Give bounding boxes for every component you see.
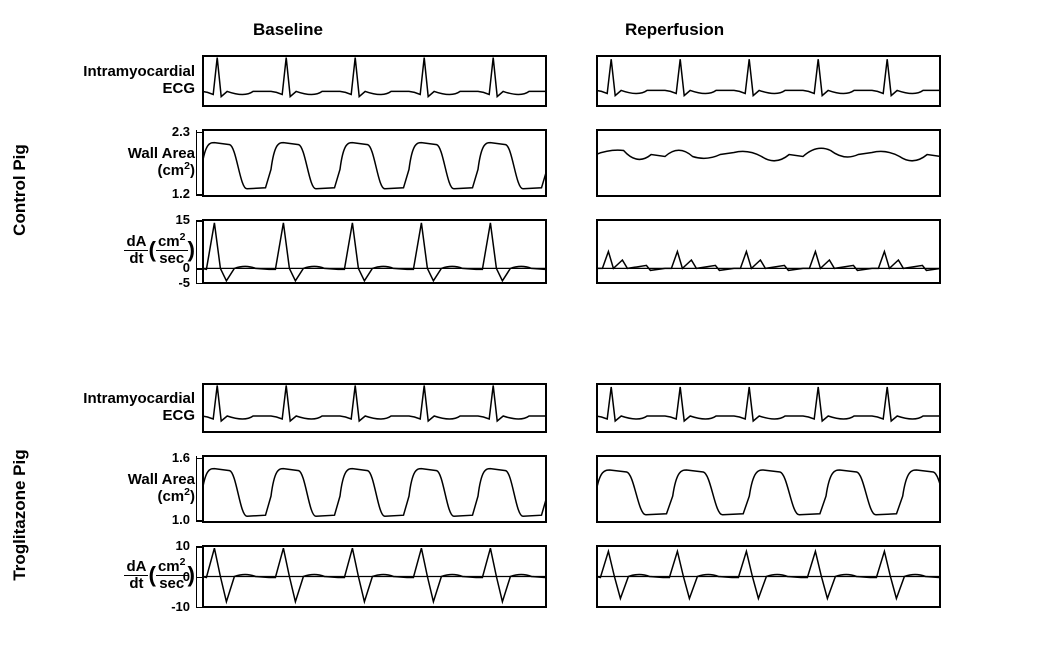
trace-panel: [202, 455, 547, 523]
waveform-trace: [202, 223, 545, 281]
tick-ruler: [196, 546, 197, 607]
row-trog-ecg: IntramyocardialECG: [35, 383, 1035, 433]
waveform-trace: [202, 548, 545, 602]
waveform-trace: [596, 59, 941, 95]
waveform-trace: [202, 143, 547, 189]
trace-panel: [596, 219, 941, 284]
trace-panel: [202, 545, 547, 608]
tick-ruler: [196, 130, 197, 196]
trace-panel: [202, 383, 547, 433]
trace-panel: [596, 383, 941, 433]
trace-panel: [202, 55, 547, 107]
row-control-wallarea: Wall Area(cm2)2.31.2: [35, 129, 1035, 197]
row-label-ecg: IntramyocardialECG: [40, 63, 195, 98]
trace-panel: [202, 129, 547, 197]
waveform-trace: [596, 551, 939, 598]
trace-panel: [596, 545, 941, 608]
column-headers: Baseline Reperfusion: [0, 20, 1050, 50]
col-header-reperfusion: Reperfusion: [625, 20, 724, 40]
trace-panel: [596, 55, 941, 107]
row-trog-dadt: dAdt(cm2sec)100-10: [35, 545, 1035, 608]
waveform-trace: [596, 387, 941, 421]
row-control-dadt: dAdt(cm2sec)150-5: [35, 219, 1035, 284]
trace-panel: [202, 219, 547, 284]
waveform-trace: [202, 58, 547, 97]
row-label-ecg: IntramyocardialECG: [40, 390, 195, 425]
tick-labels-wallarea: 2.31.2: [155, 129, 190, 197]
tick-labels-dadt: 150-5: [155, 219, 190, 284]
waveform-trace: [202, 386, 547, 422]
tick-labels-dadt: 100-10: [155, 545, 190, 608]
row-control-ecg: IntramyocardialECG: [35, 55, 1035, 107]
waveform-trace: [596, 252, 941, 271]
group-label-control: Control Pig: [10, 90, 30, 290]
tick-labels-wallarea: 1.61.0: [155, 455, 190, 523]
waveform-trace: [202, 469, 547, 517]
waveform-trace: [596, 470, 941, 515]
trace-panel: [596, 129, 941, 197]
waveform-trace: [596, 148, 941, 161]
tick-ruler: [196, 220, 197, 283]
tick-ruler: [196, 456, 197, 522]
col-header-baseline: Baseline: [253, 20, 323, 40]
group-label-trog: Troglitazone Pig: [10, 415, 30, 615]
row-trog-wallarea: Wall Area(cm2)1.61.0: [35, 455, 1035, 523]
trace-panel: [596, 455, 941, 523]
